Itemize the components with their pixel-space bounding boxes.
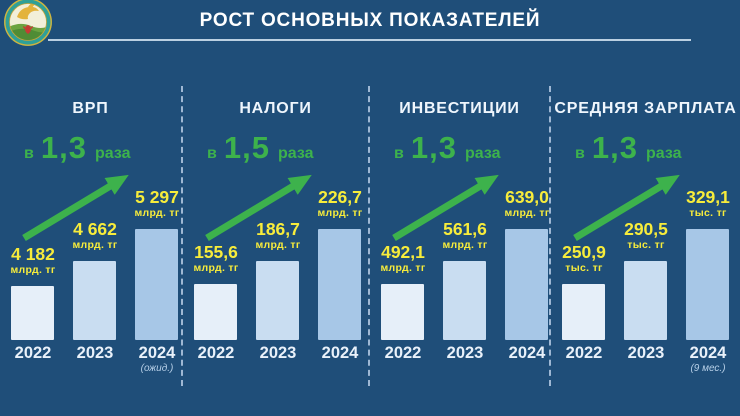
panel-4: СРЕДНЯЯ ЗАРПЛАТА в 1,3 раза 250,9 тыс. тг 2022…: [549, 86, 740, 386]
value-label-2022: 492,1 млрд. тг: [358, 241, 448, 274]
year-label: 2022: [14, 344, 52, 362]
bar-2022: [194, 284, 237, 340]
panel-title: СРЕДНЯЯ ЗАРПЛАТА: [554, 100, 737, 117]
growth-label: в 1,3 раза: [394, 130, 500, 166]
value-number: 5 297: [135, 186, 179, 207]
value-number: 561,6: [443, 218, 487, 239]
value-label-2022: 250,9 тыс. тг: [539, 241, 629, 274]
growth-label: в 1,3 раза: [24, 130, 130, 166]
growth-suffix: раза: [94, 145, 131, 162]
year-label: 2022: [197, 344, 235, 362]
value-unit: тыс. тг: [627, 238, 665, 251]
value-unit: млрд. тг: [134, 206, 180, 219]
growth-prefix: в: [207, 145, 217, 162]
bar-2022: [381, 284, 424, 340]
panel-title: ИНВЕСТИЦИИ: [399, 100, 520, 117]
value-label-2024: 5 297 млрд. тг: [112, 186, 202, 219]
value-number: 4 182: [11, 243, 55, 264]
bar-2022: [562, 284, 605, 340]
year-label: 2023: [76, 344, 114, 362]
value-unit: млрд. тг: [317, 206, 363, 219]
value-label-2022: 4 182 млрд. тг: [0, 243, 78, 276]
year-label: 2022: [384, 344, 422, 362]
growth-suffix: раза: [464, 145, 501, 162]
header: РОСТ ОСНОВНЫХ ПОКАЗАТЕЛЕЙ: [0, 0, 740, 56]
value-label-2024: 329,1 тыс. тг: [663, 186, 740, 219]
bar-2024: [505, 229, 548, 340]
value-number: 4 662: [73, 218, 117, 239]
growth-label: в 1,3 раза: [575, 130, 681, 166]
panel-title: ВРП: [72, 100, 109, 117]
growth-factor: 1,3: [591, 130, 638, 165]
region-emblem-icon: [4, 0, 52, 46]
bar-2024: [318, 229, 361, 340]
growth-prefix: в: [24, 145, 34, 162]
bar-2022: [11, 286, 54, 340]
growth-prefix: в: [394, 145, 404, 162]
year-label: 2023: [259, 344, 297, 362]
bar-2024: [135, 229, 178, 340]
value-unit: млрд. тг: [380, 261, 426, 274]
growth-prefix: в: [575, 145, 585, 162]
value-number: 639,0: [505, 186, 549, 207]
panels-container: ВРП в 1,3 раза 4 182 млрд. тг 2022 4 662 млрд. т…: [0, 86, 740, 386]
panel-2: НАЛОГИ в 1,5 раза 155,6 млрд. тг 2022 186,7 млрд…: [181, 86, 368, 386]
value-label-2023: 290,5 тыс. тг: [601, 218, 691, 251]
value-unit: млрд. тг: [10, 263, 56, 276]
bar-2023: [624, 261, 667, 340]
value-unit: млрд. тг: [504, 206, 550, 219]
value-unit: млрд. тг: [72, 238, 118, 251]
value-number: 290,5: [624, 218, 668, 239]
value-label-2024: 226,7 млрд. тг: [295, 186, 385, 219]
value-label-2023: 561,6 млрд. тг: [420, 218, 510, 251]
note-label: (9 мес.): [690, 363, 726, 374]
note-label: (ожид.): [140, 363, 174, 374]
value-number: 155,6: [194, 241, 238, 262]
growth-factor: 1,5: [223, 130, 270, 165]
growth-suffix: раза: [645, 145, 682, 162]
year-label: 2024: [138, 344, 176, 362]
value-label-2023: 4 662 млрд. тг: [50, 218, 140, 251]
title-underline: [48, 39, 691, 41]
value-unit: тыс. тг: [565, 261, 603, 274]
value-number: 226,7: [318, 186, 362, 207]
value-label-2022: 155,6 млрд. тг: [171, 241, 261, 274]
page-title: РОСТ ОСНОВНЫХ ПОКАЗАТЕЛЕЙ: [199, 10, 541, 31]
year-label: 2023: [446, 344, 484, 362]
growth-label: в 1,5 раза: [207, 130, 313, 166]
bar-2023: [73, 261, 116, 340]
year-label: 2024: [508, 344, 546, 362]
bar-2024: [686, 229, 729, 340]
growth-factor: 1,3: [410, 130, 457, 165]
value-label-2024: 639,0 млрд. тг: [482, 186, 572, 219]
panel-1: ВРП в 1,3 раза 4 182 млрд. тг 2022 4 662 млрд. т…: [0, 86, 181, 386]
panel-title: НАЛОГИ: [239, 100, 312, 117]
year-label: 2022: [565, 344, 603, 362]
value-unit: тыс. тг: [689, 206, 727, 219]
bar-2023: [256, 261, 299, 340]
value-label-2023: 186,7 млрд. тг: [233, 218, 323, 251]
growth-suffix: раза: [277, 145, 314, 162]
value-unit: млрд. тг: [442, 238, 488, 251]
value-number: 186,7: [256, 218, 300, 239]
year-label: 2024: [689, 344, 727, 362]
value-number: 492,1: [381, 241, 425, 262]
value-number: 329,1: [686, 186, 730, 207]
value-unit: млрд. тг: [193, 261, 239, 274]
year-label: 2023: [627, 344, 665, 362]
year-label: 2024: [321, 344, 359, 362]
bar-2023: [443, 261, 486, 340]
growth-factor: 1,3: [40, 130, 87, 165]
value-number: 250,9: [562, 241, 606, 262]
value-unit: млрд. тг: [255, 238, 301, 251]
panel-3: ИНВЕСТИЦИИ в 1,3 раза 492,1 млрд. тг 2022 561,6…: [368, 86, 549, 386]
